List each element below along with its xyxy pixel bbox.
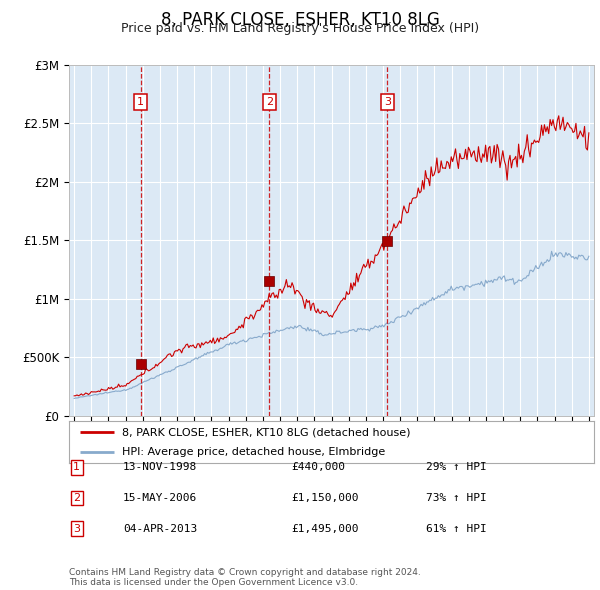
Text: 29% ↑ HPI: 29% ↑ HPI	[426, 463, 487, 472]
Text: 8, PARK CLOSE, ESHER, KT10 8LG: 8, PARK CLOSE, ESHER, KT10 8LG	[161, 11, 439, 29]
Text: HPI: Average price, detached house, Elmbridge: HPI: Average price, detached house, Elmb…	[121, 447, 385, 457]
Text: 15-MAY-2006: 15-MAY-2006	[123, 493, 197, 503]
Text: 2: 2	[73, 493, 80, 503]
Text: Price paid vs. HM Land Registry's House Price Index (HPI): Price paid vs. HM Land Registry's House …	[121, 22, 479, 35]
Text: £440,000: £440,000	[291, 463, 345, 472]
Text: 1: 1	[137, 97, 144, 107]
Text: 3: 3	[384, 97, 391, 107]
Text: 3: 3	[73, 524, 80, 533]
Text: 13-NOV-1998: 13-NOV-1998	[123, 463, 197, 472]
Text: 04-APR-2013: 04-APR-2013	[123, 524, 197, 533]
Text: 73% ↑ HPI: 73% ↑ HPI	[426, 493, 487, 503]
Text: 8, PARK CLOSE, ESHER, KT10 8LG (detached house): 8, PARK CLOSE, ESHER, KT10 8LG (detached…	[121, 427, 410, 437]
Text: Contains HM Land Registry data © Crown copyright and database right 2024.
This d: Contains HM Land Registry data © Crown c…	[69, 568, 421, 587]
Text: £1,150,000: £1,150,000	[291, 493, 359, 503]
Text: 61% ↑ HPI: 61% ↑ HPI	[426, 524, 487, 533]
Text: 1: 1	[73, 463, 80, 472]
Text: £1,495,000: £1,495,000	[291, 524, 359, 533]
Text: 2: 2	[266, 97, 273, 107]
